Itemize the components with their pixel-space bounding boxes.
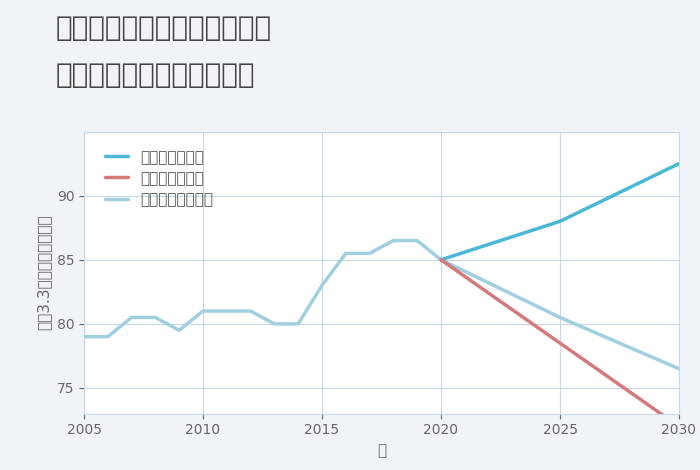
- Legend: グッドシナリオ, バッドシナリオ, ノーマルシナリオ: グッドシナリオ, バッドシナリオ, ノーマルシナリオ: [97, 142, 221, 215]
- グッドシナリオ: [437, 257, 445, 263]
- ノーマルシナリオ: [437, 257, 445, 263]
- Line: グッドシナリオ: グッドシナリオ: [441, 164, 679, 260]
- バッドシナリオ: [556, 340, 564, 346]
- バッドシナリオ: [437, 257, 445, 263]
- Line: バッドシナリオ: バッドシナリオ: [441, 260, 679, 426]
- X-axis label: 年: 年: [377, 443, 386, 458]
- Text: 岐阜県高山市久々野町引下の: 岐阜県高山市久々野町引下の: [56, 14, 272, 42]
- ノーマルシナリオ: [556, 314, 564, 320]
- Y-axis label: 平（3.3㎡）単価（万円）: 平（3.3㎡）単価（万円）: [36, 215, 51, 330]
- バッドシナリオ: [675, 423, 683, 429]
- ノーマルシナリオ: [675, 366, 683, 372]
- Text: 中古マンションの価格推移: 中古マンションの価格推移: [56, 61, 255, 89]
- Line: ノーマルシナリオ: ノーマルシナリオ: [441, 260, 679, 369]
- グッドシナリオ: [556, 219, 564, 224]
- グッドシナリオ: [675, 161, 683, 166]
